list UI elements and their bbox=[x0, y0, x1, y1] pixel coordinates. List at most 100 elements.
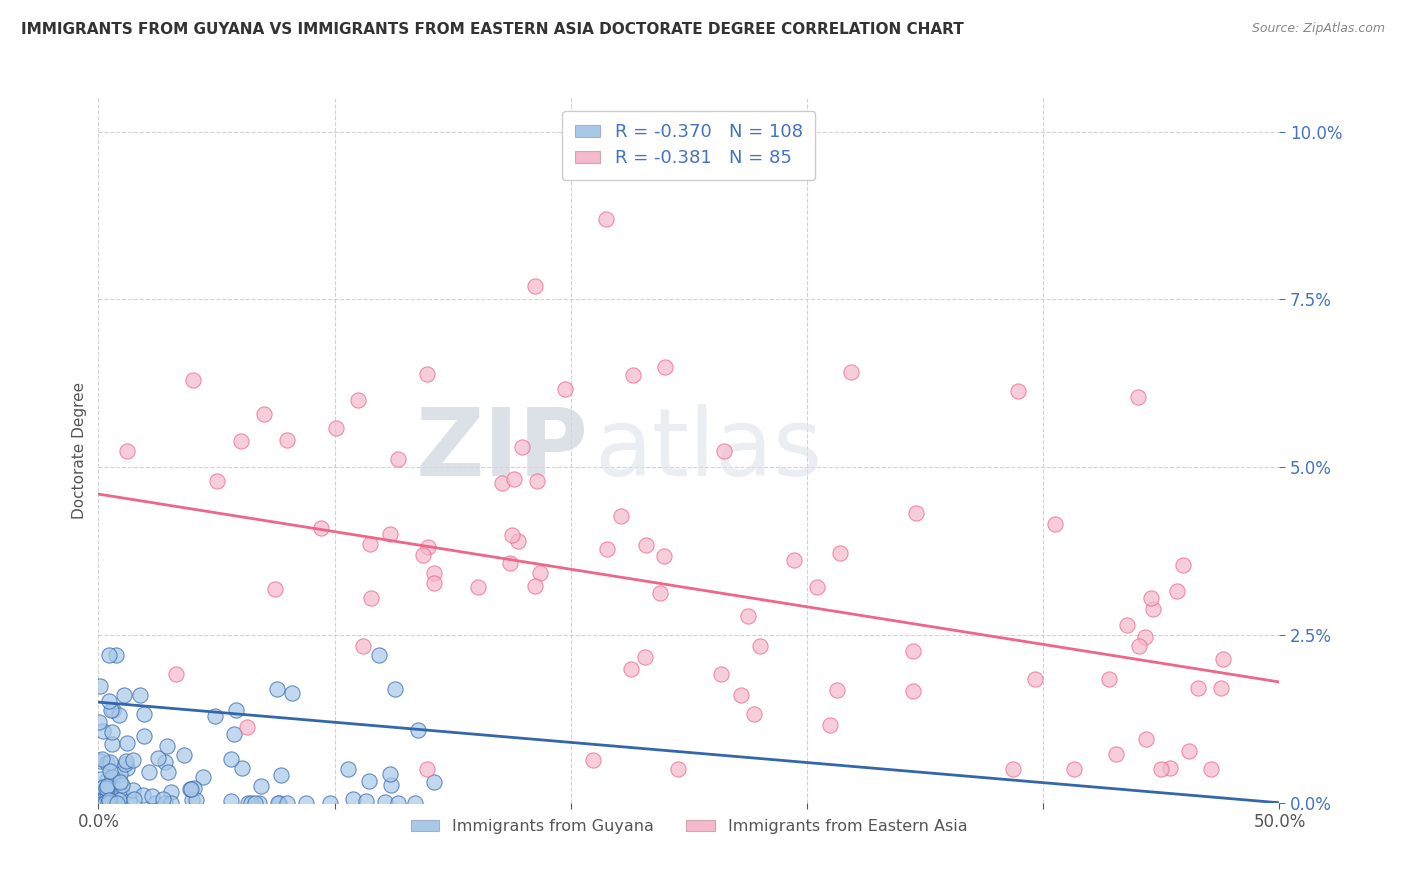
Point bbox=[181, 793, 204, 807]
Point bbox=[1115, 618, 1137, 632]
Point bbox=[412, 548, 434, 562]
Point bbox=[266, 796, 288, 810]
Point bbox=[173, 747, 195, 762]
Point bbox=[1209, 681, 1232, 696]
Point bbox=[387, 796, 409, 810]
Point bbox=[263, 582, 285, 597]
Point bbox=[204, 709, 226, 723]
Point bbox=[143, 796, 166, 810]
Point bbox=[1063, 762, 1085, 776]
Point bbox=[380, 778, 402, 792]
Point bbox=[231, 434, 253, 449]
Point bbox=[1098, 672, 1121, 686]
Point bbox=[235, 720, 257, 734]
Point bbox=[901, 684, 924, 698]
Point bbox=[380, 526, 402, 541]
Point bbox=[744, 707, 766, 722]
Point bbox=[1128, 639, 1150, 653]
Point bbox=[247, 796, 270, 810]
Point bbox=[186, 793, 208, 807]
Point bbox=[115, 736, 138, 750]
Point bbox=[111, 788, 134, 802]
Point bbox=[423, 566, 446, 580]
Point bbox=[380, 766, 402, 780]
Point bbox=[654, 359, 676, 374]
Point bbox=[114, 756, 136, 771]
Point bbox=[1159, 760, 1181, 774]
Point bbox=[124, 792, 146, 806]
Point bbox=[621, 368, 644, 383]
Point bbox=[91, 752, 114, 766]
Point bbox=[91, 780, 114, 794]
Point bbox=[1140, 591, 1163, 605]
Point bbox=[219, 794, 242, 808]
Point bbox=[276, 796, 298, 810]
Point bbox=[181, 373, 204, 387]
Point bbox=[806, 581, 828, 595]
Point bbox=[128, 689, 150, 703]
Text: ZIP: ZIP bbox=[416, 404, 589, 497]
Point bbox=[89, 789, 111, 804]
Point bbox=[502, 527, 524, 541]
Point bbox=[153, 756, 176, 770]
Point bbox=[336, 762, 359, 776]
Point bbox=[236, 796, 259, 810]
Point bbox=[1201, 762, 1223, 776]
Point bbox=[108, 775, 131, 789]
Point bbox=[839, 365, 862, 379]
Point bbox=[118, 795, 141, 809]
Point bbox=[610, 509, 633, 524]
Point bbox=[107, 796, 129, 810]
Point bbox=[132, 788, 155, 802]
Point bbox=[179, 781, 201, 796]
Point bbox=[710, 667, 733, 681]
Point bbox=[901, 644, 924, 658]
Point bbox=[96, 773, 118, 788]
Point bbox=[112, 688, 135, 702]
Point bbox=[93, 792, 115, 806]
Point bbox=[222, 727, 245, 741]
Point bbox=[666, 762, 689, 776]
Point bbox=[416, 367, 439, 381]
Point bbox=[1212, 651, 1234, 665]
Point bbox=[89, 754, 111, 768]
Point bbox=[96, 780, 118, 794]
Point bbox=[183, 780, 205, 795]
Point bbox=[1187, 681, 1209, 695]
Point bbox=[360, 591, 382, 606]
Point bbox=[266, 681, 288, 696]
Y-axis label: Doctorate Degree: Doctorate Degree bbox=[72, 382, 87, 519]
Point bbox=[634, 537, 657, 551]
Point bbox=[524, 279, 547, 293]
Point bbox=[104, 648, 127, 662]
Point bbox=[111, 778, 134, 792]
Point bbox=[737, 609, 759, 624]
Point bbox=[97, 793, 120, 807]
Point bbox=[596, 541, 619, 556]
Point bbox=[159, 785, 181, 799]
Point bbox=[100, 703, 122, 717]
Point bbox=[648, 586, 671, 600]
Point bbox=[309, 521, 332, 535]
Point bbox=[384, 681, 406, 696]
Point bbox=[423, 775, 446, 789]
Point bbox=[529, 566, 551, 581]
Point bbox=[96, 756, 118, 770]
Point bbox=[97, 648, 120, 662]
Point bbox=[620, 662, 643, 676]
Point bbox=[101, 770, 124, 784]
Point bbox=[404, 796, 426, 810]
Legend: Immigrants from Guyana, Immigrants from Eastern Asia: Immigrants from Guyana, Immigrants from … bbox=[405, 813, 973, 840]
Point bbox=[94, 780, 117, 795]
Point bbox=[249, 779, 271, 793]
Point bbox=[904, 506, 927, 520]
Point bbox=[240, 796, 263, 810]
Point bbox=[90, 772, 112, 786]
Point bbox=[1001, 762, 1024, 776]
Point bbox=[101, 770, 124, 784]
Point bbox=[107, 792, 129, 806]
Point bbox=[253, 407, 276, 421]
Point bbox=[387, 451, 409, 466]
Point bbox=[96, 790, 118, 805]
Point bbox=[818, 718, 841, 732]
